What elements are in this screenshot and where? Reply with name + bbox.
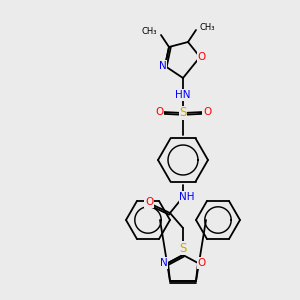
Text: CH₃: CH₃ (142, 28, 157, 37)
Text: NH: NH (179, 192, 195, 202)
Text: O: O (155, 107, 163, 117)
Text: O: O (203, 107, 211, 117)
Text: HN: HN (175, 90, 191, 100)
Text: O: O (198, 52, 206, 62)
Text: O: O (198, 258, 206, 268)
Text: N: N (159, 61, 167, 71)
Text: S: S (179, 242, 187, 254)
Text: N: N (160, 258, 168, 268)
Text: O: O (145, 197, 153, 207)
Text: CH₃: CH₃ (200, 22, 215, 32)
Text: S: S (179, 106, 187, 119)
